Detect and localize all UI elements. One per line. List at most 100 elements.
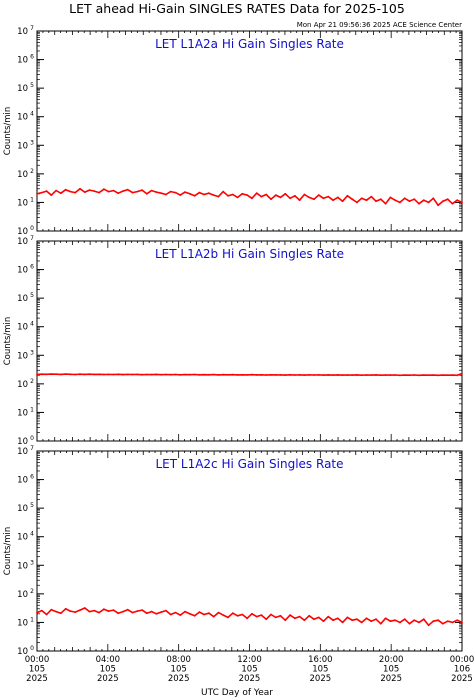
data-point [446, 198, 449, 201]
y-tick-label: 10 [17, 294, 28, 304]
data-point [360, 197, 363, 200]
data-point [188, 612, 191, 615]
data-point [255, 374, 258, 376]
data-point [169, 373, 172, 376]
data-point [389, 196, 392, 199]
data-point [370, 374, 373, 376]
data-point [208, 373, 210, 376]
data-point [117, 612, 120, 615]
data-point [384, 374, 387, 376]
data-point [50, 194, 53, 197]
data-point [375, 618, 377, 621]
data-point [346, 374, 349, 376]
data-point [260, 195, 263, 198]
y-axis-label: Counts/min [3, 527, 13, 576]
data-point [394, 374, 396, 376]
data-point [408, 374, 411, 377]
data-point [399, 621, 401, 624]
data-point [356, 374, 358, 376]
data-point [36, 192, 38, 195]
data-point [141, 373, 144, 376]
data-point [217, 611, 220, 614]
y-tick-exponent: 6 [30, 474, 34, 481]
data-point [74, 191, 77, 194]
data-point [317, 194, 320, 197]
data-point [217, 195, 220, 198]
data-point [432, 374, 435, 376]
data-point [79, 373, 81, 376]
data-point [298, 615, 301, 618]
data-point [384, 617, 387, 620]
data-point [93, 373, 96, 376]
data-point [126, 608, 129, 611]
data-point [169, 190, 172, 193]
data-point [122, 610, 124, 613]
data-point [418, 374, 420, 377]
data-point [227, 373, 229, 376]
y-tick-exponent: 7 [30, 235, 34, 242]
y-tick-exponent: 7 [30, 25, 34, 32]
data-point [346, 194, 349, 197]
data-point [370, 620, 373, 623]
data-point [145, 373, 148, 376]
data-point [251, 612, 253, 615]
data-point [241, 613, 244, 616]
data-point [308, 196, 311, 199]
x-tick-label: 105 [383, 665, 399, 675]
y-tick-label: 10 [17, 141, 28, 151]
data-point [322, 197, 325, 200]
data-point [313, 374, 315, 376]
y-tick-exponent: 1 [30, 616, 34, 623]
x-tick-label: 2025 [310, 674, 332, 684]
data-point [451, 374, 454, 376]
y-tick-label: 10 [17, 380, 28, 390]
data-point [193, 194, 196, 197]
data-point [365, 199, 368, 202]
data-point [131, 191, 134, 194]
data-point [155, 612, 158, 615]
data-point [88, 189, 91, 192]
data-point [279, 374, 282, 376]
panel-title: LET L1A2c Hi Gain Singles Rate [155, 457, 343, 471]
x-tick-label: 08:00 [166, 655, 191, 665]
data-point [212, 194, 215, 197]
data-point [427, 624, 430, 627]
data-point [141, 189, 144, 192]
y-tick-exponent: 6 [30, 54, 34, 61]
data-point [141, 609, 144, 611]
data-point [69, 610, 72, 612]
data-point [399, 201, 401, 204]
data-point [260, 614, 263, 616]
data-point [360, 621, 363, 624]
data-point [169, 613, 172, 616]
data-point [55, 189, 57, 192]
data-point [351, 619, 354, 622]
data-point [98, 373, 100, 376]
series-line [36, 188, 463, 206]
data-point [50, 608, 53, 611]
data-point [227, 616, 229, 619]
data-point [184, 610, 186, 613]
data-point [155, 191, 158, 194]
y-tick-label: 10 [17, 408, 28, 418]
data-point [74, 611, 77, 613]
timestamp-label: Mon Apr 21 09:56:36 2025 ACE Science Cen… [297, 21, 462, 29]
data-point [456, 374, 459, 377]
data-point [451, 621, 454, 624]
y-tick-label: 10 [17, 476, 28, 486]
y-tick-exponent: 1 [30, 406, 34, 413]
data-point [45, 190, 48, 193]
data-point [112, 609, 115, 611]
data-point [193, 373, 196, 376]
data-point [255, 192, 258, 195]
data-point [198, 611, 201, 613]
y-tick-label: 10 [17, 198, 28, 208]
figure-title: LET ahead Hi-Gain SINGLES RATES Data for… [69, 1, 405, 16]
data-point [179, 614, 182, 616]
data-point [351, 198, 354, 201]
data-point [336, 196, 339, 199]
data-point [222, 373, 225, 376]
data-point [422, 618, 425, 621]
